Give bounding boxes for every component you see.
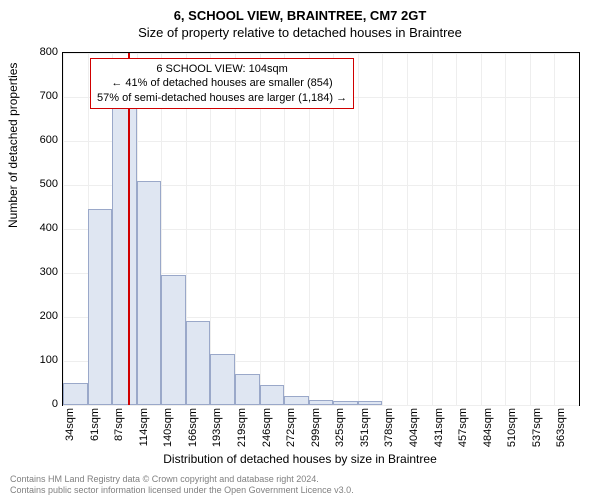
gridline-h [63,141,579,142]
ytick-label: 500 [18,178,58,190]
gridline-v [554,53,555,405]
histogram-bar [112,86,137,405]
xtick-label: 325sqm [334,408,346,458]
gridline-v [358,53,359,405]
gridline-h [63,405,579,406]
xtick-label: 457sqm [457,408,469,458]
marker-annotation: 6 SCHOOL VIEW: 104sqm ← 41% of detached … [90,58,354,109]
gridline-h [63,53,579,54]
xtick-label: 484sqm [482,408,494,458]
ytick-label: 800 [18,46,58,58]
histogram-bar [186,321,211,405]
histogram-bar [137,181,162,405]
annotation-line2: ← 41% of detached houses are smaller (85… [97,76,347,90]
ytick-label: 300 [18,266,58,278]
xtick-label: 510sqm [506,408,518,458]
ytick-label: 0 [18,398,58,410]
xtick-label: 219sqm [236,408,248,458]
xtick-label: 87sqm [113,408,125,458]
annotation-line1: 6 SCHOOL VIEW: 104sqm [97,62,347,76]
xtick-label: 404sqm [408,408,420,458]
xtick-label: 563sqm [555,408,567,458]
xtick-label: 537sqm [531,408,543,458]
footer-attribution: Contains HM Land Registry data © Crown c… [10,474,590,496]
xtick-label: 351sqm [359,408,371,458]
gridline-v [530,53,531,405]
histogram-bar [210,354,235,405]
xtick-label: 140sqm [162,408,174,458]
xtick-label: 272sqm [285,408,297,458]
gridline-v [481,53,482,405]
gridline-v [456,53,457,405]
histogram-bar [309,400,334,405]
xtick-label: 61sqm [89,408,101,458]
ytick-label: 700 [18,90,58,102]
xtick-label: 193sqm [211,408,223,458]
page-subtitle: Size of property relative to detached ho… [0,23,600,40]
histogram-bar [235,374,260,405]
gridline-v [432,53,433,405]
gridline-v [407,53,408,405]
xtick-label: 246sqm [261,408,273,458]
xtick-label: 166sqm [187,408,199,458]
histogram-bar [358,401,383,405]
gridline-v [505,53,506,405]
ytick-label: 400 [18,222,58,234]
xtick-label: 299sqm [310,408,322,458]
page-title: 6, SCHOOL VIEW, BRAINTREE, CM7 2GT [0,0,600,23]
histogram-bar [161,275,186,405]
ytick-label: 200 [18,310,58,322]
xtick-label: 34sqm [64,408,76,458]
xtick-label: 431sqm [433,408,445,458]
histogram-bar [284,396,309,405]
ytick-label: 600 [18,134,58,146]
histogram-bar [333,401,358,405]
footer-line1: Contains HM Land Registry data © Crown c… [10,474,590,485]
histogram-bar [63,383,88,405]
xtick-label: 114sqm [138,408,150,458]
ytick-label: 100 [18,354,58,366]
gridline-v [382,53,383,405]
gridline-v [63,53,64,405]
xtick-label: 378sqm [383,408,395,458]
footer-line2: Contains public sector information licen… [10,485,590,496]
histogram-bar [88,209,113,405]
histogram-bar [260,385,285,405]
annotation-line3: 57% of semi-detached houses are larger (… [97,91,347,105]
